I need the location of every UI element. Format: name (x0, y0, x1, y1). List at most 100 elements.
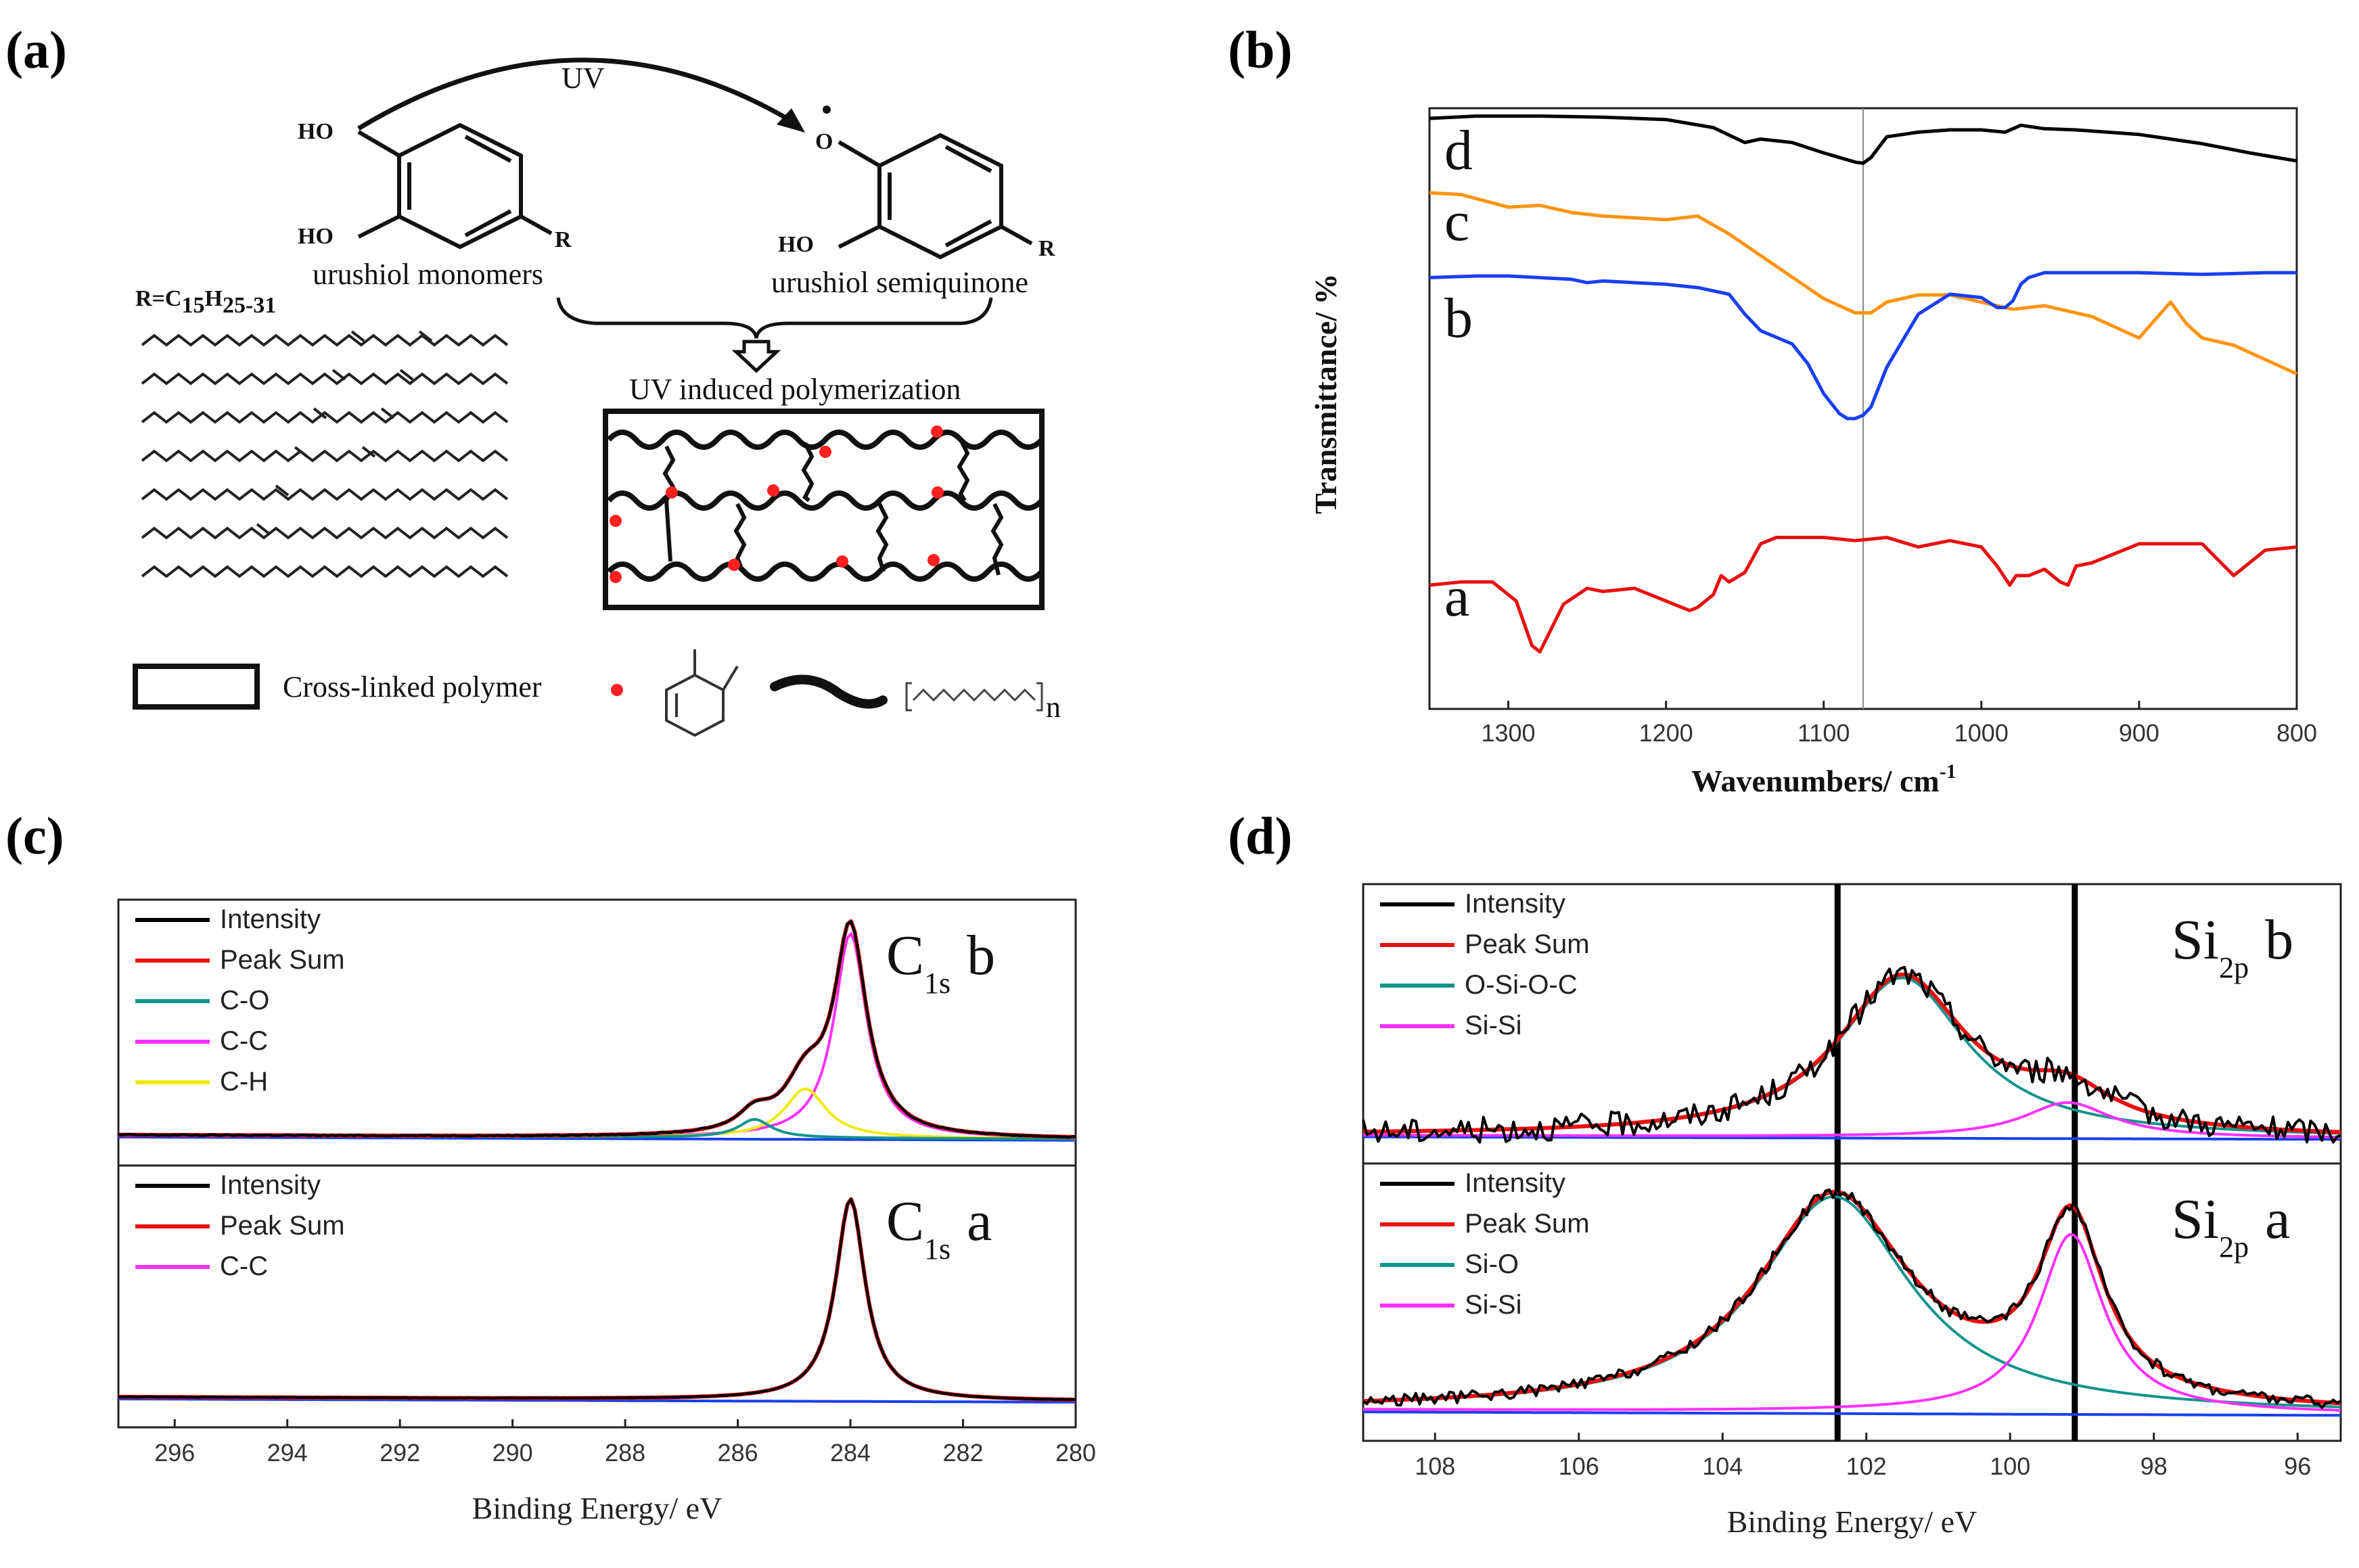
ho-top: HO (298, 119, 334, 144)
tag-sub: 2p (2219, 951, 2249, 984)
subplot-tag: C1s b (886, 924, 995, 1000)
x-tick-label: 900 (2119, 719, 2159, 747)
tag-main: C (886, 1190, 924, 1253)
legend-label: Intensity (220, 904, 321, 934)
x-tick-label: 96 (2284, 1452, 2311, 1480)
legend-label: O-Si-O-C (1465, 970, 1578, 1000)
alkyl-chain-line (141, 372, 509, 386)
polymer-chain (607, 561, 1044, 582)
series-label-c: c (1444, 190, 1469, 253)
crosslink-site (819, 446, 831, 458)
alkyl-chain-line (141, 411, 509, 424)
legend-label: Intensity (1465, 1168, 1565, 1198)
double-bond (361, 446, 376, 458)
ho-bottom: HO (298, 224, 334, 249)
component-si-si (1363, 1232, 2341, 1412)
merge-bracket (556, 297, 993, 339)
o-radical: O (815, 129, 833, 154)
r-formula: R=C15H25-31 (135, 286, 276, 318)
component-o-si-o-c (1362, 976, 2341, 1135)
double-bond (275, 484, 290, 497)
series-label-d: d (1444, 119, 1473, 182)
x-tick-label: 1200 (1639, 719, 1693, 747)
legend-label: Si-O (1465, 1249, 1519, 1279)
polymer-chain (607, 490, 1044, 511)
legend-red-dot (611, 684, 623, 696)
crosslink-site (767, 484, 779, 497)
panel-c-label: (c) (5, 806, 64, 865)
tag-sub: 1s (924, 1232, 951, 1266)
crosslink-site (610, 571, 622, 583)
tag-letter: b (2265, 908, 2293, 971)
chain-icon (770, 674, 888, 709)
tag-main: C (886, 924, 924, 987)
uv-arrow-head (777, 108, 805, 133)
crosslink (662, 445, 676, 562)
crosslink-site (728, 559, 740, 571)
panel-b: (b) dcb a 1300 1200 1100 1000 900 800 Wavenumber… (1228, 20, 2317, 798)
x-tick-label: 1000 (1954, 719, 2009, 747)
alkyl-chains (141, 330, 509, 578)
urushiol-monomer-structure (357, 122, 553, 250)
legend-label: Peak Sum (220, 1211, 345, 1241)
polymerization-label: UV induced polymerization (629, 373, 961, 406)
double-bond (350, 330, 365, 342)
x-tick-label: 282 (942, 1439, 983, 1467)
x-axis-title: Binding Energy/ eV (472, 1491, 723, 1525)
double-bond (294, 446, 308, 458)
series-label-b: b (1444, 287, 1473, 350)
series-line-d (1429, 114, 2297, 165)
crosslink (875, 503, 889, 572)
legend-box (133, 664, 260, 710)
series-line-b (1429, 271, 2297, 421)
crosslink (957, 438, 970, 502)
panel-a-label: (a) (5, 20, 67, 79)
panel-b-label: (b) (1228, 20, 1292, 79)
repeat-unit-icon (905, 682, 1043, 712)
x-tick-label: 104 (1702, 1452, 1743, 1480)
x-tick-label: 108 (1415, 1452, 1455, 1480)
x-tick-label: 292 (380, 1439, 420, 1467)
intensity-curve (1362, 1188, 2341, 1409)
x-tick-label: 280 (1055, 1439, 1096, 1467)
alkyl-chain-line (141, 488, 509, 501)
legend-label: C-H (220, 1067, 268, 1097)
r-right: R (1038, 236, 1055, 261)
tag-main: Si (2172, 908, 2219, 971)
subplot-tag: Si2p b (2172, 908, 2293, 984)
crosslink-site (610, 515, 622, 527)
crosslink-site (927, 554, 940, 566)
legend-label: C-O (220, 986, 269, 1015)
double-bond (418, 330, 433, 342)
crosslink-site (931, 425, 943, 438)
tag-letter: b (967, 924, 995, 987)
double-bond (331, 369, 346, 381)
baseline-curve (118, 1135, 1076, 1142)
baseline-curve (1363, 1135, 2341, 1141)
tag-letter: a (2265, 1188, 2290, 1251)
x-axis-title: Binding Energy/ eV (1727, 1504, 1977, 1539)
crosslink-site (666, 486, 678, 499)
series-line-a (1429, 536, 2297, 654)
polymer-chain (607, 430, 1044, 450)
down-arrow (731, 340, 781, 373)
alkyl-chain-line (141, 333, 509, 347)
tag-sub: 2p (2219, 1230, 2249, 1264)
radical-dot (823, 106, 831, 114)
semiquinone-label: urushiol semiquinone (771, 266, 1028, 299)
x-axis-title-text: Wavenumbers/ cm (1691, 764, 1940, 798)
baseline-curve (1363, 1410, 2341, 1417)
intensity-curve (118, 920, 1076, 1139)
ir-chart: dcb a 1300 1200 1100 1000 900 800 Wavenumbers/ c… (1308, 107, 2317, 798)
x-tick-label: 1300 (1481, 719, 1535, 747)
uv-label: UV (562, 62, 605, 95)
x-tick-label: 102 (1846, 1452, 1887, 1480)
legend-label: C-C (220, 1026, 268, 1056)
x-axis-title: Wavenumbers/ cm-1 (1691, 760, 1956, 798)
series-label-a: a (1444, 566, 1469, 628)
legend-label: Intensity (220, 1170, 321, 1200)
x-tick-label: 98 (2140, 1452, 2168, 1480)
